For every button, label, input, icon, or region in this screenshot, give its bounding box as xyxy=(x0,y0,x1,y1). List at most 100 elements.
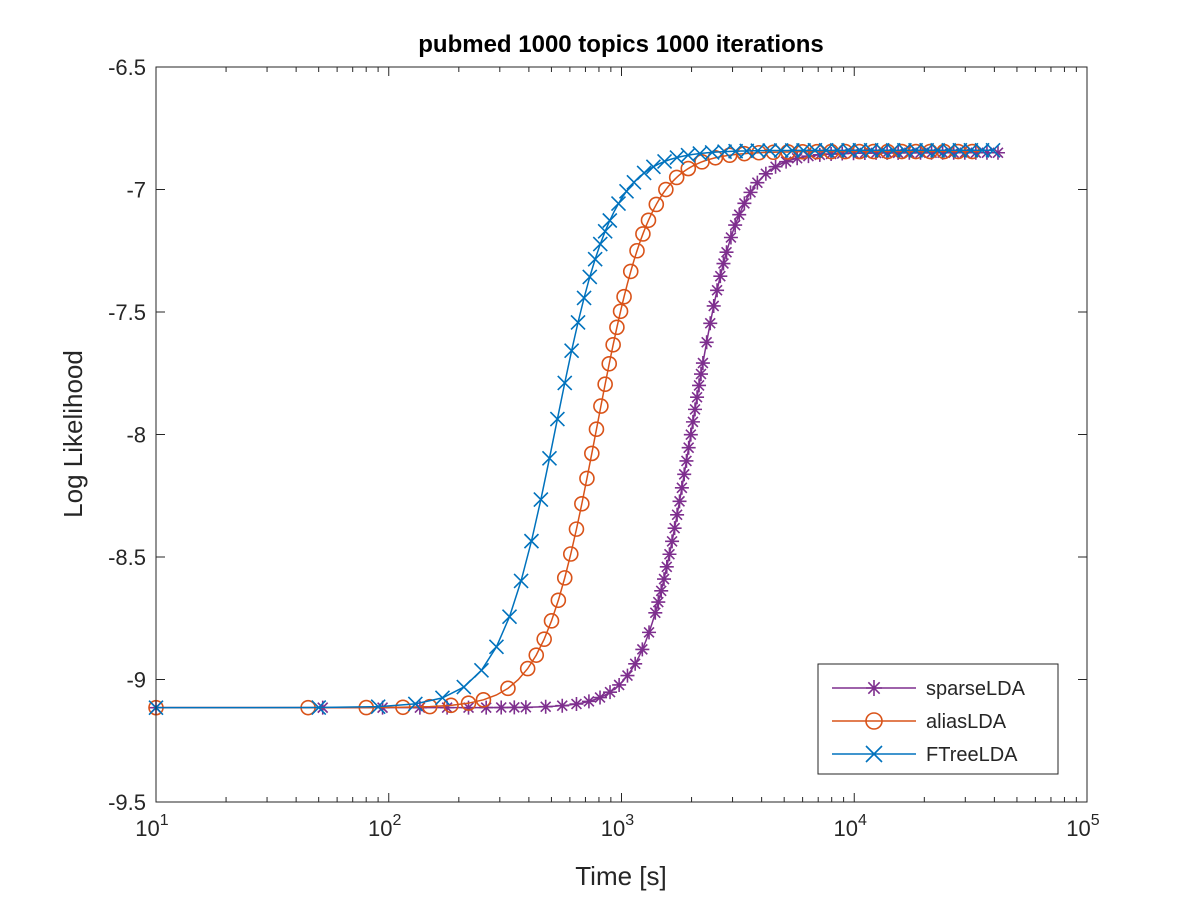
data-point-asterisk xyxy=(866,680,882,696)
data-point-circle xyxy=(635,226,651,242)
data-point-x xyxy=(370,699,386,715)
data-point-asterisk xyxy=(635,642,650,657)
data-point-circle xyxy=(964,143,981,160)
y-tick-label: -7.5 xyxy=(108,300,146,325)
data-point-asterisk xyxy=(835,146,850,161)
data-point-asterisk xyxy=(706,298,721,313)
y-tick-label: -6.5 xyxy=(108,55,146,80)
data-point-asterisk xyxy=(593,690,608,705)
data-point-x xyxy=(645,159,661,175)
data-point-circle xyxy=(658,181,674,198)
data-point-x xyxy=(488,639,505,655)
data-point-asterisk xyxy=(968,145,983,160)
data-point-asterisk xyxy=(581,694,596,709)
data-point-x xyxy=(692,145,708,162)
data-point-asterisk xyxy=(719,245,734,260)
data-point-x xyxy=(841,142,857,158)
legend-label: FTreeLDA xyxy=(926,744,1018,766)
data-point-x xyxy=(587,251,603,267)
data-point-x xyxy=(602,212,618,229)
data-point-x xyxy=(896,142,912,158)
data-point-x xyxy=(533,492,549,508)
data-point-asterisk xyxy=(685,414,700,429)
data-point-circle xyxy=(528,647,545,663)
legend: sparseLDA aliasLDA FTreeLDA xyxy=(817,663,1059,775)
data-point-asterisk xyxy=(683,427,698,442)
data-point-x xyxy=(597,223,613,239)
data-point-circle xyxy=(443,697,459,714)
data-point-x xyxy=(501,609,518,625)
data-point-asterisk xyxy=(651,595,666,610)
data-point-asterisk xyxy=(732,207,747,222)
data-point-asterisk xyxy=(768,159,783,174)
data-point-x xyxy=(941,142,957,158)
data-point-circle xyxy=(668,169,685,186)
data-point-asterisk xyxy=(612,677,627,692)
data-point-asterisk xyxy=(628,656,643,671)
data-point-asterisk xyxy=(790,151,805,166)
data-point-asterisk xyxy=(681,440,696,455)
data-point-asterisk xyxy=(677,467,692,482)
data-point-circle xyxy=(616,288,632,305)
data-point-asterisk xyxy=(857,146,872,161)
data-point-asterisk xyxy=(440,700,455,715)
data-point-x xyxy=(784,142,800,158)
data-point-asterisk xyxy=(703,316,718,331)
data-point-x xyxy=(523,533,540,549)
data-point-asterisk xyxy=(846,146,861,161)
plot-frame xyxy=(155,66,1088,803)
series-layer xyxy=(148,142,1005,716)
data-point-x xyxy=(541,450,558,466)
data-point-asterisk xyxy=(690,390,705,405)
data-point-circle xyxy=(579,470,595,487)
data-point-asterisk xyxy=(728,218,743,233)
data-point-asterisk xyxy=(569,696,584,711)
x-tick-label: 105 xyxy=(1066,812,1099,841)
data-point-asterisk xyxy=(667,521,682,536)
data-point-asterisk xyxy=(713,269,728,284)
data-point-asterisk xyxy=(924,145,939,160)
data-point-x xyxy=(728,143,744,159)
data-point-circle xyxy=(556,570,573,586)
legend-label: sparseLDA xyxy=(926,678,1026,700)
data-point-circle xyxy=(460,695,477,711)
legend-item-sparseLDA: sparseLDA xyxy=(832,678,1026,700)
data-point-x xyxy=(582,269,598,285)
axis-ticks xyxy=(155,66,1088,803)
data-point-x xyxy=(636,165,652,181)
x-tick-label: 103 xyxy=(601,812,634,841)
data-point-x xyxy=(576,290,592,306)
data-point-x xyxy=(773,142,789,159)
data-point-asterisk xyxy=(674,480,689,495)
data-point-asterisk xyxy=(979,145,994,160)
series-FTreeLDA xyxy=(148,142,1001,716)
data-point-circle xyxy=(519,660,536,677)
data-point-circle xyxy=(536,631,552,647)
data-point-x xyxy=(807,142,823,158)
data-point-asterisk xyxy=(507,700,522,715)
y-tick-label: -8 xyxy=(126,423,146,448)
data-point-asterisk xyxy=(654,583,669,598)
data-point-circle xyxy=(622,263,639,280)
data-point-asterisk xyxy=(670,507,685,522)
data-point-x xyxy=(549,411,565,427)
data-point-asterisk xyxy=(620,668,635,683)
data-point-x xyxy=(930,142,946,158)
data-point-asterisk xyxy=(479,700,494,715)
series-line xyxy=(155,150,981,709)
data-point-x xyxy=(985,142,1001,158)
data-point-circle xyxy=(584,445,600,462)
data-point-asterisk xyxy=(946,145,961,160)
data-point-x xyxy=(974,142,990,158)
data-point-x xyxy=(618,183,635,199)
data-point-circle xyxy=(593,398,609,414)
data-point-circle xyxy=(721,147,738,164)
data-point-asterisk xyxy=(692,378,707,393)
data-point-circle xyxy=(601,355,618,372)
legend-label: aliasLDA xyxy=(926,711,1007,733)
data-point-circle xyxy=(680,160,697,177)
data-point-x xyxy=(750,143,766,159)
data-point-x xyxy=(863,142,879,158)
